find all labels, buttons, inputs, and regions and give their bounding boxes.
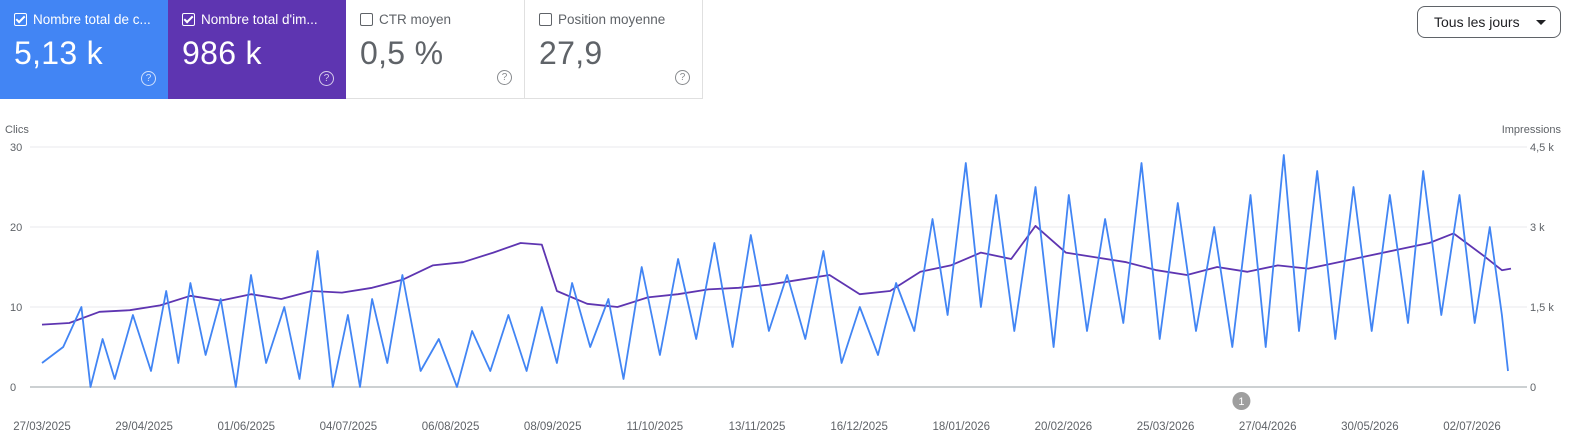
x-tick-label: 04/07/2025 [320, 421, 378, 433]
left-tick-label: 10 [10, 302, 22, 314]
right-tick-label: 4,5 k [1530, 142, 1554, 154]
x-tick-label: 27/03/2025 [13, 421, 71, 433]
annotation-marker [1232, 392, 1251, 410]
x-tick-label: 02/07/2026 [1443, 421, 1501, 433]
x-tick-label: 06/08/2025 [422, 421, 480, 433]
help-circle-icon[interactable]: ? [319, 71, 334, 86]
x-tick-label: 11/10/2025 [627, 421, 684, 433]
checkbox-icon[interactable] [360, 13, 373, 26]
left-tick-label: 0 [10, 382, 16, 394]
x-tick-label: 18/01/2026 [933, 421, 991, 433]
metric-card-position[interactable]: Position moyenne 27,9 ? [525, 0, 703, 99]
help-circle-icon[interactable]: ? [675, 70, 690, 85]
help-circle-icon[interactable]: ? [141, 71, 156, 86]
x-tick-label: 27/04/2026 [1239, 421, 1297, 433]
right-tick-label: 1,5 k [1530, 302, 1554, 314]
series-line-clicks [41, 154, 1509, 388]
x-tick-label: 30/05/2026 [1341, 421, 1399, 433]
series-line-impressions [41, 224, 1512, 326]
left-tick-label: 30 [10, 142, 22, 154]
period-dropdown-label: Tous les jours [1434, 14, 1520, 30]
right-tick-label: 3 k [1530, 222, 1545, 234]
metric-card-clicks[interactable]: Nombre total de c... 5,13 k ? [0, 0, 168, 99]
metric-label-ctr: CTR moyen [379, 12, 452, 27]
x-tick-label: 08/09/2025 [524, 421, 582, 433]
checkbox-icon[interactable] [182, 13, 195, 26]
metric-label-impressions: Nombre total d'im... [201, 12, 318, 27]
metric-value-position: 27,9 [539, 35, 603, 71]
left-axis-label: Clics [5, 124, 29, 136]
checkbox-icon[interactable] [14, 13, 27, 26]
x-tick-label: 29/04/2025 [115, 421, 173, 433]
metric-value-clicks: 5,13 k [14, 35, 103, 71]
metric-label-position: Position moyenne [558, 12, 666, 27]
metric-card-ctr[interactable]: CTR moyen 0,5 % ? [346, 0, 525, 99]
caret-down-icon [1536, 20, 1546, 25]
metric-value-ctr: 0,5 % [360, 35, 444, 71]
x-tick-label: 20/02/2026 [1035, 421, 1093, 433]
period-dropdown[interactable]: Tous les jours [1417, 6, 1561, 38]
right-tick-label: 0 [1530, 382, 1536, 394]
help-circle-icon[interactable]: ? [497, 70, 512, 85]
annotation-marker-label: 1 [1238, 396, 1244, 408]
right-axis-label: Impressions [1502, 124, 1562, 136]
checkbox-icon[interactable] [539, 13, 552, 26]
metric-card-impressions[interactable]: Nombre total d'im... 986 k ? [168, 0, 346, 99]
left-tick-label: 20 [10, 222, 22, 234]
x-tick-label: 13/11/2025 [729, 421, 786, 433]
x-tick-label: 25/03/2026 [1137, 421, 1195, 433]
metric-value-impressions: 986 k [182, 35, 262, 71]
metric-label-clicks: Nombre total de c... [33, 12, 151, 27]
x-tick-label: 01/06/2025 [218, 421, 276, 433]
x-tick-label: 16/12/2025 [830, 421, 888, 433]
